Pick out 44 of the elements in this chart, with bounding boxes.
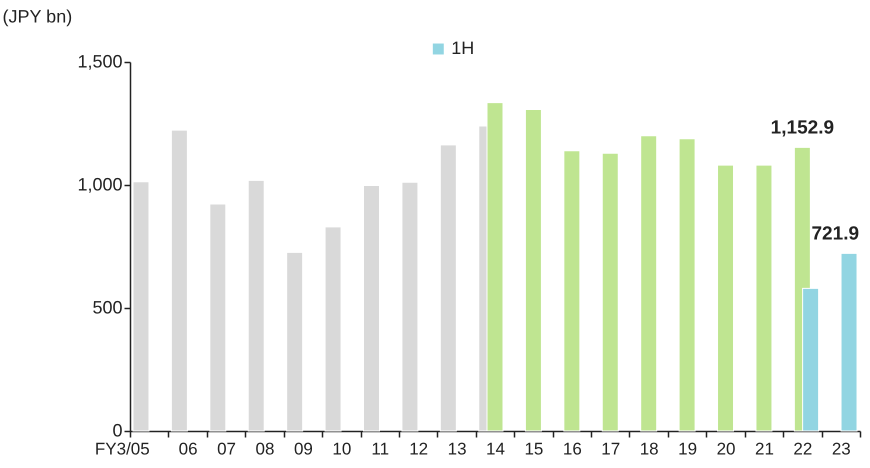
y-axis-title: (JPY bn) — [2, 6, 72, 26]
bar — [286, 252, 304, 432]
bar — [170, 130, 188, 432]
x-tick-label: 07 — [217, 440, 236, 458]
y-tick-label: 0 — [112, 420, 122, 440]
x-tick-label: 15 — [524, 440, 544, 458]
x-tick-label: 18 — [640, 440, 659, 458]
x-tick-label: 13 — [448, 440, 467, 458]
x-tick-label: 21 — [754, 440, 774, 458]
bar — [640, 135, 658, 432]
bar — [324, 226, 342, 432]
data-label: 721.9 — [811, 223, 860, 244]
bar — [840, 252, 858, 432]
x-tick-label: 19 — [678, 440, 698, 458]
bar — [209, 203, 226, 432]
x-tick-label: FY3/05 — [94, 440, 150, 458]
bar — [524, 108, 542, 432]
x-tick-label: 16 — [562, 440, 582, 458]
y-tick-label: 1,000 — [77, 174, 122, 194]
x-tick-label: 23 — [832, 440, 851, 458]
x-tick-label: 12 — [409, 440, 428, 458]
y-tick-label: 500 — [92, 298, 122, 318]
x-tick-label: 22 — [793, 440, 812, 458]
x-tick-label: 10 — [332, 440, 352, 458]
bar — [362, 184, 380, 432]
legend-label: 1H — [451, 38, 474, 58]
bar — [248, 180, 265, 432]
x-tick-label: 09 — [294, 440, 313, 458]
bar — [678, 138, 696, 432]
bar — [755, 164, 772, 432]
x-tick-label: 11 — [371, 440, 390, 458]
y-tick-label: 1,500 — [77, 52, 122, 72]
bar — [440, 144, 457, 432]
bar — [563, 150, 580, 432]
bar — [401, 182, 418, 432]
x-tick-label: 06 — [178, 440, 198, 458]
x-tick-label: 20 — [716, 440, 736, 458]
bar — [132, 181, 150, 432]
x-tick-label: 08 — [256, 440, 274, 458]
x-tick-label: 14 — [486, 440, 505, 458]
bar — [602, 152, 619, 432]
x-tick-label: 17 — [601, 440, 620, 458]
bar — [717, 164, 734, 432]
data-label: 1,152.9 — [770, 117, 834, 138]
